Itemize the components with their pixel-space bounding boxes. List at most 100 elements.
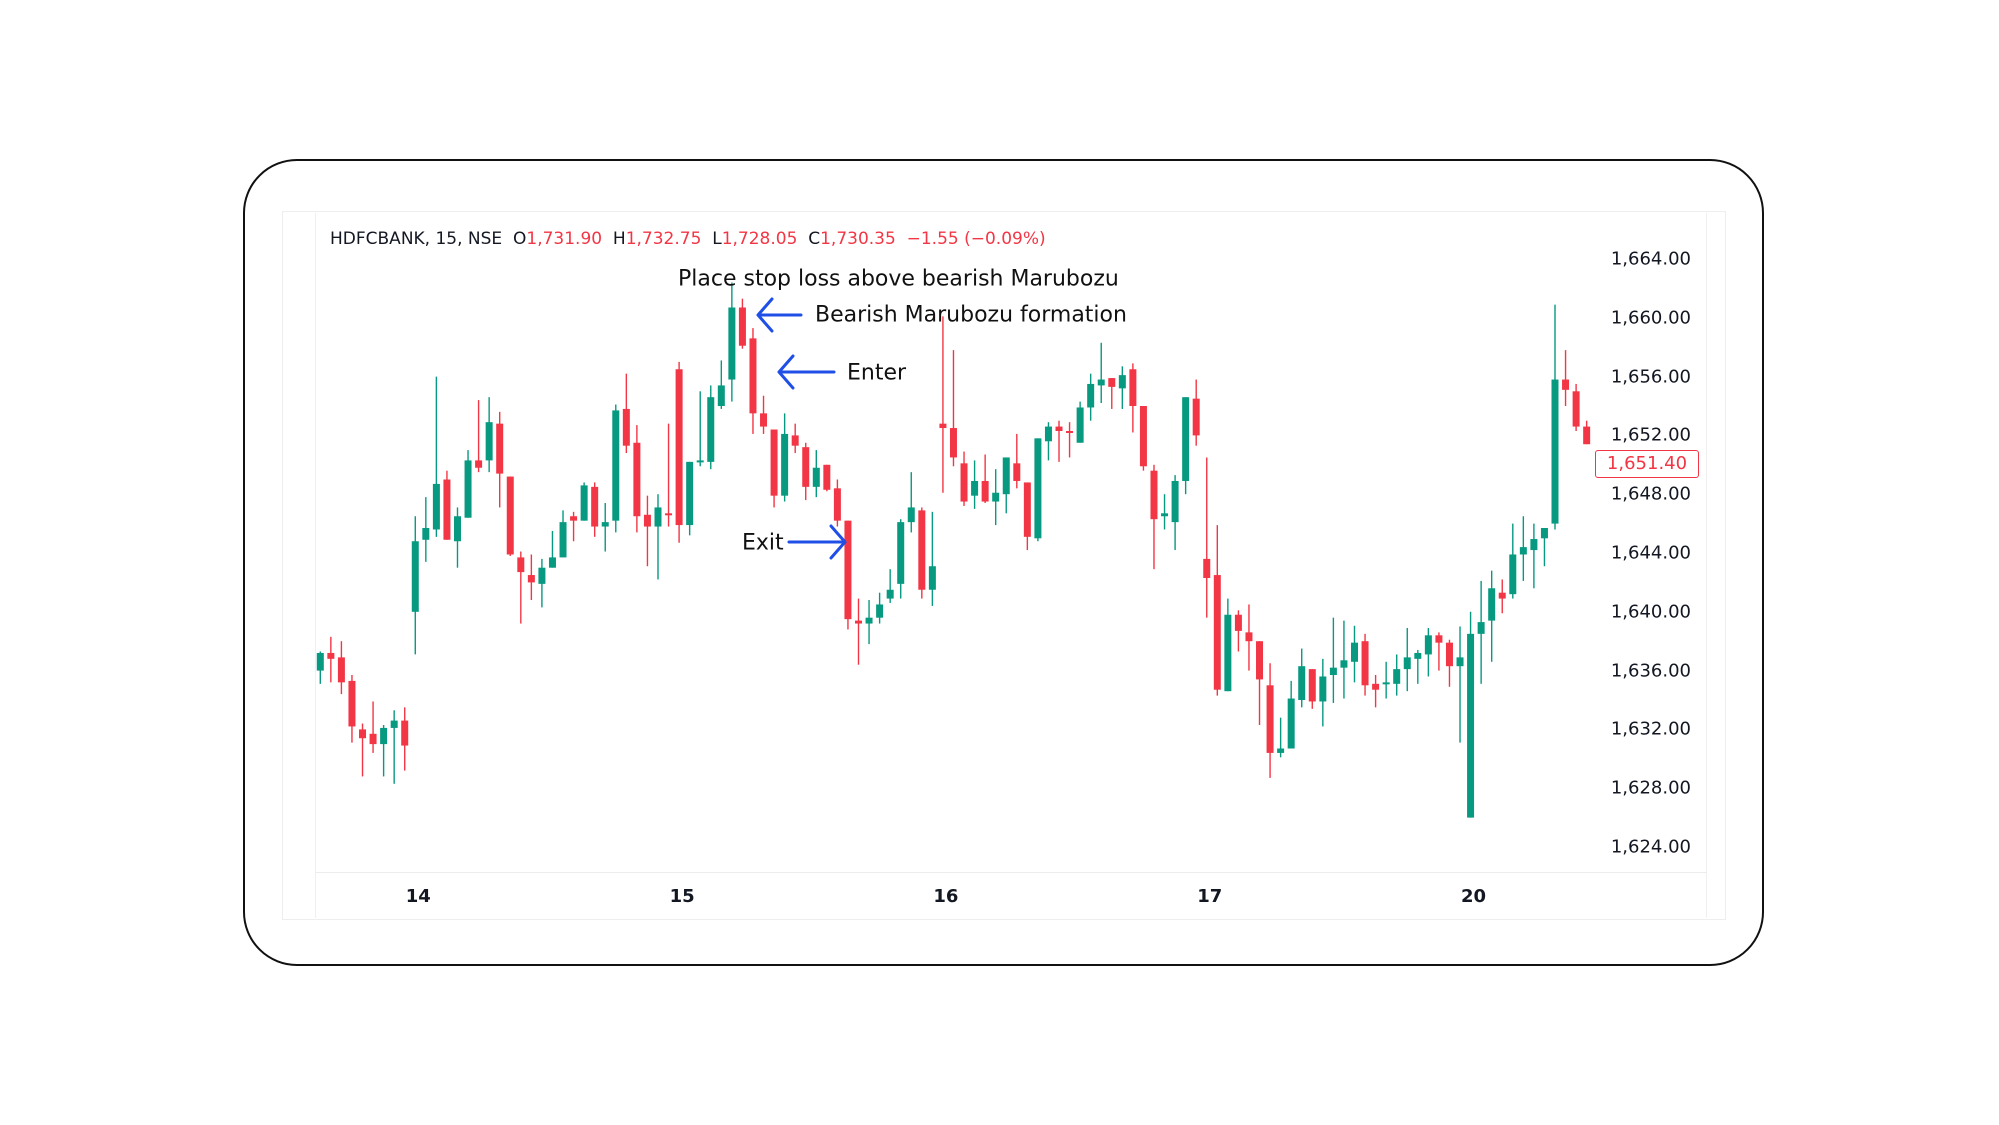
exit-annotation: Exit [742,530,784,556]
candle-body [717,385,725,406]
price-tick-label: 1,656.00 [1610,366,1691,388]
bullish-candle [1277,717,1285,758]
candle-body [453,516,461,542]
bearish-candle [1192,379,1200,446]
candle-body [907,507,915,523]
bullish-candle [380,724,388,777]
candle-body [327,652,335,659]
bullish-candle [453,507,461,568]
exit-arrow-icon [787,524,847,560]
low-value: 1,728.05 [721,229,798,249]
price-tick-label: 1,644.00 [1610,542,1691,564]
candle-body [1488,588,1496,621]
bullish-candle [559,510,567,558]
bearish-candle [1203,457,1211,618]
bullish-candle [1002,457,1010,514]
candle-body [981,480,989,502]
bullish-candle [1224,598,1232,692]
candle-body [1002,457,1010,495]
bearish-candle [738,298,746,349]
bearish-candle [939,316,947,493]
bullish-candle [1551,304,1559,530]
enter-annotation: Enter [847,360,907,386]
candle-body [1182,397,1190,481]
bearish-candle [1213,525,1221,696]
bullish-candle [717,360,725,409]
open-label: O [513,229,527,249]
open-value: 1,731.90 [526,229,603,249]
bearish-candle [1139,406,1147,471]
price-tick-label: 1,624.00 [1610,836,1691,858]
candle-body [802,447,810,487]
candle-body [1583,426,1591,445]
bullish-candle [464,450,472,518]
bullish-candle [1488,570,1496,662]
bullish-candle [1350,625,1358,683]
candle-body [1477,622,1485,634]
bearish-candle [1013,433,1021,489]
bullish-candle [1477,580,1485,684]
candle-body [675,369,683,526]
candle-body [527,575,535,583]
bearish-candle [665,423,673,527]
bearish-candle [643,495,651,567]
bearish-candle [359,723,367,777]
candle-body [633,442,641,517]
price-tick-label: 1,640.00 [1610,601,1691,623]
candle-body [897,522,905,584]
candle-body [1266,685,1274,753]
bearish-candle [443,470,451,540]
bullish-candle [1319,658,1327,727]
price-tick-label: 1,628.00 [1610,777,1691,799]
candle-body [348,680,356,727]
date-tick-label: 16 [933,886,959,907]
bullish-candle [1467,611,1475,818]
candle-body [791,435,799,446]
candle-body [517,557,525,573]
bullish-candle [580,482,588,521]
candle-body [1097,379,1105,386]
candle-body [1192,398,1200,436]
candle-body [591,486,599,527]
bearish-candle [1066,422,1074,458]
bullish-candle [992,469,1000,526]
bullish-candle [1161,494,1169,530]
candle-body [1150,470,1158,520]
bearish-candle [1372,675,1380,708]
bearish-candle [760,395,768,434]
bullish-candle [654,494,662,580]
candle-body [316,652,324,671]
candle-body [411,541,419,612]
bullish-candle [696,391,704,467]
candle-body [1234,614,1242,631]
bearish-candle [833,479,841,527]
bullish-candle [1519,516,1527,581]
candle-body [548,557,556,568]
candle-body [1277,748,1285,753]
date-tick-label: 17 [1197,886,1223,907]
candle-body [812,467,820,487]
candle-body [643,514,651,527]
candle-body [1445,642,1453,667]
bullish-candle [612,404,620,533]
bearish-candle [770,429,778,508]
bearish-candle [1445,639,1453,687]
bearish-candle [1572,383,1580,431]
bullish-candle [548,530,556,568]
price-tick-label: 1,660.00 [1610,307,1691,329]
candle-body [1498,592,1506,599]
bullish-candle [1530,523,1538,589]
bearish-candle [1245,604,1253,671]
symbol-legend: HDFCBANK, 15, NSE O1,731.90 H1,732.75 L1… [330,229,1046,249]
chart-pane[interactable] [315,213,1707,918]
bearish-candle [1234,610,1242,652]
bullish-candle [1340,620,1348,699]
bullish-candle [1171,475,1179,551]
stop-loss-annotation: Place stop loss above bearish Marubozu [678,266,1119,292]
bearish-candle [855,598,863,665]
bearish-candle [844,520,852,630]
bearish-candle [1150,464,1158,570]
price-tick-label: 1,636.00 [1610,660,1691,682]
candle-body [485,422,493,461]
bullish-candle [432,376,440,537]
